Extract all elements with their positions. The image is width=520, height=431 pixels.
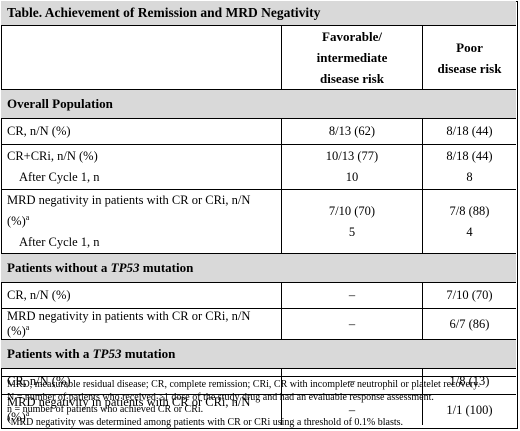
row-poor-value: 7/8 (88) 4 [422, 189, 516, 254]
section-label: Overall Population [1, 89, 516, 119]
row-poor-value: 8/18 (44) 8 [422, 144, 516, 190]
row-label: MRD negativity in patients with CR or CR… [1, 394, 282, 425]
row-sub-label: After Cycle 1, n [19, 170, 100, 184]
row-favorable-value: – [281, 282, 423, 309]
value-main: 7/8 (88) [449, 203, 490, 218]
row-label: CR, n/N (%) [1, 118, 282, 145]
results-table: Favorable/ intermediate disease risk Poo… [1, 26, 516, 425]
row-favorable-value: – [281, 394, 423, 425]
row-poor-value: 7/10 (70) [422, 282, 516, 309]
value-main: 10/13 (77) [325, 149, 379, 163]
footnote-marker: a [25, 212, 30, 222]
header-poor-line1: Poor [456, 39, 483, 55]
row-favorable-value: 10/13 (77) 10 [281, 144, 423, 190]
value-main: 7/10 (70) [328, 203, 376, 218]
row-label-main: MRD negativity in patients with CR or CR… [7, 309, 251, 338]
row-label: CR, n/N (%) [1, 368, 282, 395]
row-label: MRD negativity in patients with CR or CR… [1, 308, 282, 340]
footnote-marker: a [7, 413, 11, 423]
gene-name: TP53 [92, 346, 122, 361]
row-poor-value: 1/8 (13) [422, 368, 516, 395]
row-label: CR+CRi, n/N (%) After Cycle 1, n [1, 144, 282, 190]
footnote-abbreviations: MRD, measurable residual disease; CR, co… [7, 379, 481, 390]
row-favorable-value: 8/13 (62) [281, 118, 423, 145]
footnotes: MRD, measurable residual disease; CR, co… [1, 376, 516, 431]
header-empty-cell [1, 26, 282, 90]
table-row: CR, n/N (%) 8/13 (62) 8/18 (44) [1, 118, 516, 145]
header-row: Favorable/ intermediate disease risk Poo… [1, 26, 516, 90]
row-label-main: MRD negativity in patients with CR or CR… [7, 193, 251, 228]
row-sub-label: After Cycle 1, n [19, 235, 100, 249]
table-row: MRD negativity in patients with CR or CR… [1, 308, 516, 340]
row-label-main: MRD negativity in patients with CR or CR… [7, 395, 251, 424]
table-row: MRD negativity in patients with CR or CR… [1, 394, 516, 425]
footnote-marker: a [25, 322, 30, 332]
section-label-pre: Patients with a [7, 346, 93, 361]
value-sub: 5 [348, 224, 356, 239]
value-sub: 4 [466, 224, 473, 239]
table-row: CR+CRi, n/N (%) After Cycle 1, n 10/13 (… [1, 144, 516, 190]
row-favorable-value: – [281, 368, 423, 395]
header-favorable: Favorable/ intermediate disease risk [281, 26, 423, 90]
footnote-a: aMRD negativity was determined among pat… [7, 414, 510, 430]
row-favorable-value: – [281, 308, 423, 340]
header-favorable-line2: disease risk [320, 71, 384, 86]
table-row: MRD negativity in patients with CR or CR… [1, 189, 516, 254]
footnote-n-definition: n = number of patients who achieved CR o… [7, 404, 204, 415]
value-main: 8/18 (44) [446, 149, 493, 163]
value-sub: 8 [466, 170, 473, 184]
section-label-pre: Patients without a [7, 260, 111, 275]
row-poor-value: 1/1 (100) [422, 394, 516, 425]
row-label-main: CR+CRi, n/N (%) [7, 149, 98, 163]
section-overall: Overall Population [1, 89, 516, 119]
gene-name: TP53 [110, 260, 140, 275]
section-label: Patients with a TP53 mutation [1, 339, 516, 369]
table-row: CR, n/N (%) – 1/8 (13) [1, 368, 516, 395]
section-without-tp53: Patients without a TP53 mutation [1, 253, 516, 283]
section-label-post: mutation [121, 346, 176, 361]
header-poor-line2: disease risk [437, 60, 502, 76]
header-poor: Poor disease risk [422, 26, 516, 90]
row-poor-value: 8/18 (44) [422, 118, 516, 145]
section-with-tp53: Patients with a TP53 mutation [1, 339, 516, 369]
footnote-a-text: MRD negativity was determined among pati… [10, 416, 404, 428]
section-label: Patients without a TP53 mutation [1, 253, 516, 283]
value-sub: 10 [345, 170, 359, 184]
row-label: MRD negativity in patients with CR or CR… [1, 189, 282, 254]
row-poor-value: 6/7 (86) [422, 308, 516, 340]
footnote-marker: a [25, 408, 30, 418]
footnote-N-definition: N = number of patients who received ≥1 d… [7, 391, 434, 403]
section-label-post: mutation [139, 260, 194, 275]
table-row: CR, n/N (%) – 7/10 (70) [1, 282, 516, 309]
header-favorable-line1: Favorable/ intermediate [316, 29, 388, 65]
table-title: Table. Achievement of Remission and MRD … [1, 1, 516, 26]
row-label: CR, n/N (%) [1, 282, 282, 309]
row-favorable-value: 7/10 (70) 5 [281, 189, 423, 254]
